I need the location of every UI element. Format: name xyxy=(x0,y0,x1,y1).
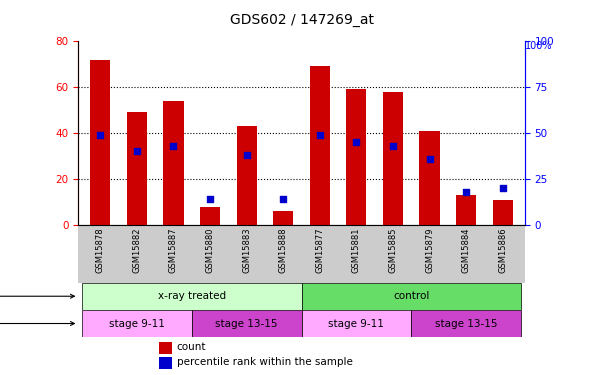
Bar xyxy=(163,101,183,225)
Text: control: control xyxy=(393,291,429,301)
Point xyxy=(461,189,471,195)
Text: GSM15881: GSM15881 xyxy=(352,228,361,273)
Bar xyxy=(90,60,110,225)
Bar xyxy=(236,126,257,225)
Text: stage 9-11: stage 9-11 xyxy=(329,318,384,328)
Bar xyxy=(82,310,192,337)
Text: development stage: development stage xyxy=(0,318,74,328)
Text: count: count xyxy=(177,342,206,352)
Text: GSM15884: GSM15884 xyxy=(461,228,470,273)
Bar xyxy=(411,310,521,337)
Point xyxy=(388,143,398,149)
Point xyxy=(132,148,142,154)
Point xyxy=(315,132,324,138)
Text: protocol: protocol xyxy=(0,291,74,301)
Bar xyxy=(383,92,403,225)
Bar xyxy=(493,200,513,225)
Text: percentile rank within the sample: percentile rank within the sample xyxy=(177,357,352,368)
Text: GSM15886: GSM15886 xyxy=(498,228,507,273)
Text: GSM15888: GSM15888 xyxy=(279,228,288,273)
Bar xyxy=(420,131,440,225)
Point xyxy=(425,156,434,162)
Bar xyxy=(192,310,302,337)
Point xyxy=(242,152,251,158)
Bar xyxy=(127,112,147,225)
Bar xyxy=(302,283,521,310)
Bar xyxy=(82,283,302,310)
Point xyxy=(279,196,288,202)
Text: x-ray treated: x-ray treated xyxy=(158,291,226,301)
Point xyxy=(169,143,178,149)
Point xyxy=(352,139,361,145)
Bar xyxy=(200,207,220,225)
Point xyxy=(95,132,105,138)
Text: GSM15877: GSM15877 xyxy=(315,228,324,273)
Point xyxy=(498,185,508,191)
Point xyxy=(205,196,215,202)
Bar xyxy=(159,342,172,354)
Text: GSM15879: GSM15879 xyxy=(425,228,434,273)
Bar xyxy=(310,66,330,225)
Text: GDS602 / 147269_at: GDS602 / 147269_at xyxy=(230,13,373,27)
Bar xyxy=(159,357,172,369)
Text: GSM15887: GSM15887 xyxy=(169,228,178,273)
Text: stage 13-15: stage 13-15 xyxy=(435,318,497,328)
Bar xyxy=(273,211,293,225)
Text: GSM15878: GSM15878 xyxy=(96,228,105,273)
Text: stage 13-15: stage 13-15 xyxy=(215,318,278,328)
Text: GSM15883: GSM15883 xyxy=(242,228,251,273)
Bar xyxy=(302,310,411,337)
Bar xyxy=(456,195,476,225)
Text: GSM15885: GSM15885 xyxy=(388,228,397,273)
Text: GSM15882: GSM15882 xyxy=(133,228,142,273)
Text: GSM15880: GSM15880 xyxy=(206,228,215,273)
Text: 100%: 100% xyxy=(525,41,553,51)
Bar xyxy=(346,90,367,225)
Text: stage 9-11: stage 9-11 xyxy=(109,318,165,328)
